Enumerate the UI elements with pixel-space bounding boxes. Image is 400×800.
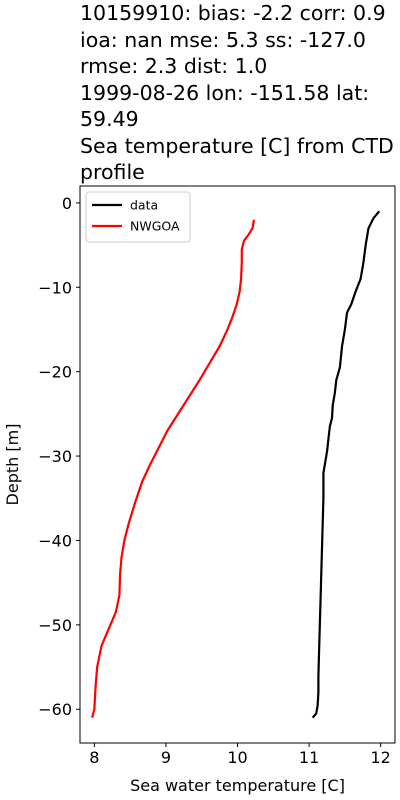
legend: data NWGOA xyxy=(85,191,191,243)
y-tick-label: −20 xyxy=(38,363,72,382)
y-tick-label: −40 xyxy=(38,531,72,550)
series-line-nwgoa xyxy=(91,219,256,718)
x-axis: 8 9 10 11 12 xyxy=(89,743,391,767)
x-tick-label: 9 xyxy=(161,748,171,767)
plot-frame xyxy=(79,185,396,744)
x-axis-label: Sea water temperature [C] xyxy=(130,776,345,795)
y-tick-label: −10 xyxy=(38,278,72,297)
chart-title: 10159910: bias: -2.2 corr: 0.9 ioa: nan … xyxy=(80,1,394,184)
x-tick-label: 10 xyxy=(227,748,247,767)
x-tick-label: 8 xyxy=(89,748,99,767)
series-line-data xyxy=(311,210,381,719)
x-tick-label: 12 xyxy=(371,748,391,767)
y-tick-label: −50 xyxy=(38,616,72,635)
series-layer xyxy=(91,210,381,719)
y-axis-label: Depth [m] xyxy=(3,424,22,506)
y-tick-label: −30 xyxy=(38,447,72,466)
y-tick-label: 0 xyxy=(62,194,72,213)
legend-label-data: data xyxy=(130,198,158,213)
y-tick-label: −60 xyxy=(38,700,72,719)
legend-label-nwgoa: NWGOA xyxy=(130,219,180,234)
x-tick-label: 11 xyxy=(299,748,319,767)
y-axis: 0 −10 −20 −30 −40 −50 −60 xyxy=(38,194,80,719)
